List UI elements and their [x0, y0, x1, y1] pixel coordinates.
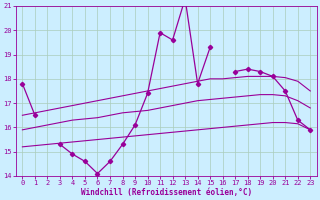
X-axis label: Windchill (Refroidissement éolien,°C): Windchill (Refroidissement éolien,°C): [81, 188, 252, 197]
